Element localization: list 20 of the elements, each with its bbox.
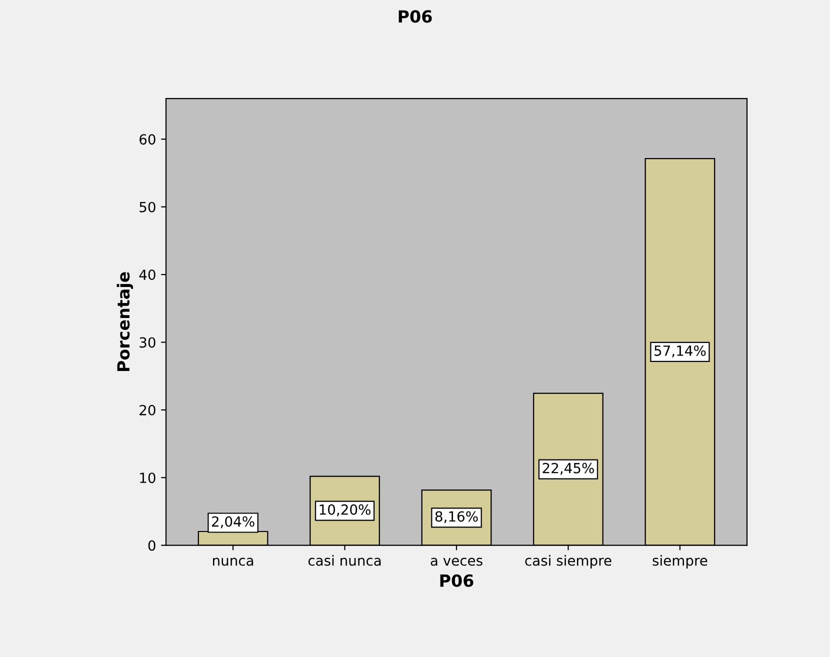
x-axis-title: P06 xyxy=(440,574,474,587)
y-tick-label: 30 xyxy=(140,337,156,348)
data-label: 8,16% xyxy=(435,511,478,524)
chart-title: P06 xyxy=(398,10,432,23)
x-tick-label: siempre xyxy=(652,555,708,568)
data-label: 57,14% xyxy=(654,345,706,358)
x-tick-label: nunca xyxy=(213,558,254,566)
y-axis-title: Porcentaje xyxy=(116,272,134,371)
y-tick-label: 20 xyxy=(140,404,156,416)
data-label: 2,04% xyxy=(212,516,254,528)
y-tick-label: 60 xyxy=(140,134,156,145)
data-label: 22,45% xyxy=(542,462,594,475)
y-tick-label: 50 xyxy=(140,202,156,212)
y-tick-label: 10 xyxy=(140,472,156,484)
x-tick-label: casi siempre xyxy=(525,555,612,568)
y-tick-label: 0 xyxy=(148,540,156,551)
x-tick-label: a veces xyxy=(430,558,482,566)
data-label: 10,20% xyxy=(320,504,370,516)
y-tick-label: 40 xyxy=(139,270,156,280)
x-tick-label: casi nunca xyxy=(308,555,381,566)
